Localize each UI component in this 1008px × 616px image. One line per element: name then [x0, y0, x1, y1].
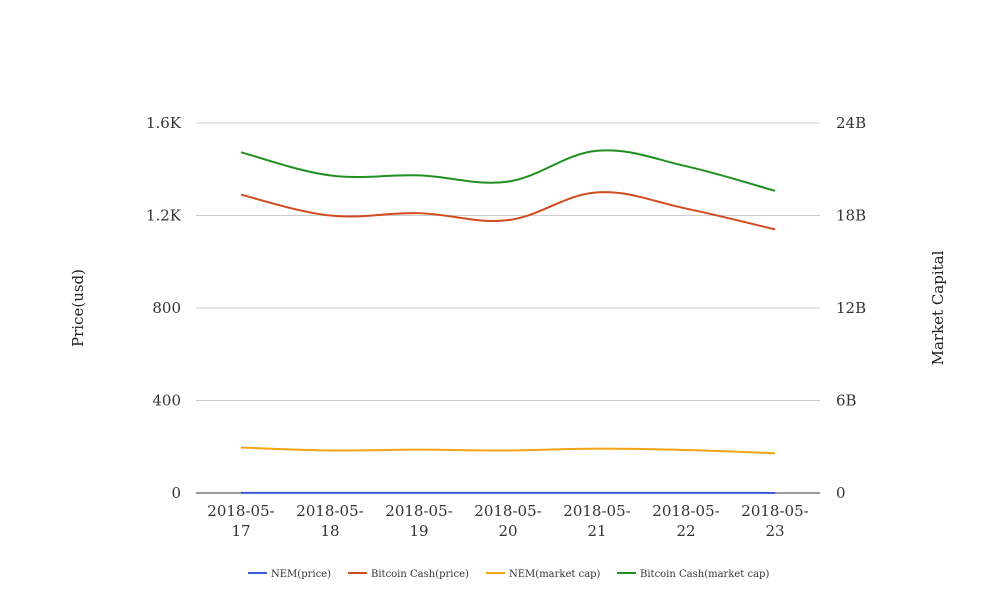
right-axis-ticks: 0 6B 12B 18B 24B [836, 114, 866, 502]
left-tick-label: 1.2K [146, 207, 182, 225]
x-axis-ticks: 2018-05-17 2018-05-18 2018-05-19 2018-05-20… [207, 502, 808, 540]
legend-item[interactable]: NEM(price) [248, 569, 331, 580]
x-tick-label: 2018-05-21 [563, 502, 630, 540]
legend-label: Bitcoin Cash(price) [371, 569, 469, 580]
x-tick-label: 2018-05-23 [741, 502, 808, 540]
left-tick-label: 0 [171, 484, 181, 502]
left-tick-label: 800 [152, 299, 181, 317]
grid-lines [196, 122, 820, 494]
legend[interactable]: NEM(price) Bitcoin Cash(price) NEM(market … [248, 569, 769, 580]
series-line-4 [240, 149, 776, 192]
right-tick-label: 24B [836, 114, 866, 132]
right-axis-title: Market Capital [929, 250, 947, 365]
x-tick-label: 2018-05-18 [296, 502, 363, 540]
right-tick-label: 12B [836, 299, 866, 317]
legend-item[interactable]: Bitcoin Cash(market cap) [617, 569, 769, 580]
legend-label: Bitcoin Cash(market cap) [640, 569, 769, 580]
legend-item[interactable]: Bitcoin Cash(price) [348, 569, 469, 580]
right-tick-label: 0 [836, 484, 846, 502]
legend-label: NEM(market cap) [509, 569, 601, 580]
x-tick-label: 2018-05-19 [385, 502, 452, 540]
right-tick-label: 18B [836, 207, 866, 225]
x-tick-label: 2018-05-22 [652, 502, 719, 540]
x-tick-label: 2018-05-20 [474, 502, 541, 540]
legend-item[interactable]: NEM(market cap) [486, 569, 601, 580]
legend-label: NEM(price) [271, 569, 331, 580]
left-axis-title: Price(usd) [69, 269, 87, 347]
right-tick-label: 6B [836, 392, 857, 410]
left-axis-ticks: 0 400 800 1.2K 1.6K [146, 114, 182, 502]
left-tick-label: 1.6K [146, 114, 182, 132]
series-line-2 [240, 191, 776, 231]
left-tick-label: 400 [152, 392, 181, 410]
series-lines [240, 149, 776, 494]
series-line-3 [240, 446, 776, 455]
x-tick-label: 2018-05-17 [207, 502, 274, 540]
